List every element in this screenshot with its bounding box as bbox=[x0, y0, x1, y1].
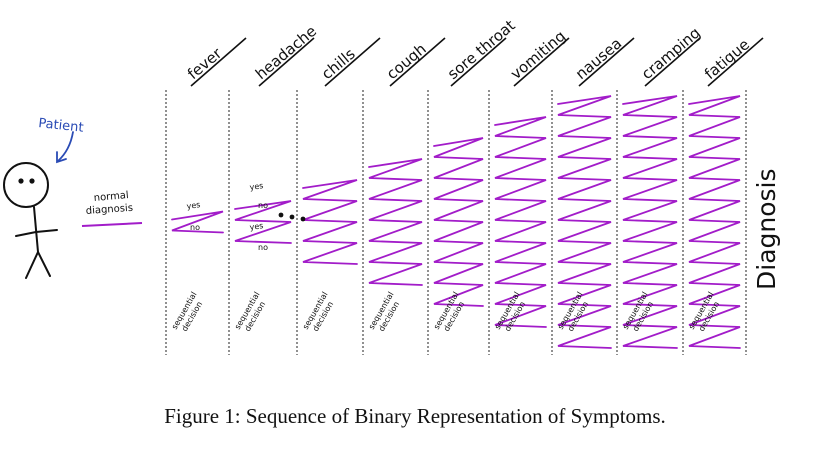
patient-head bbox=[3, 162, 49, 208]
symptom-header-underline bbox=[258, 37, 315, 87]
patient-eye-left bbox=[18, 178, 24, 184]
ellipsis-dots bbox=[278, 212, 306, 222]
symptom-header-underline bbox=[707, 37, 764, 87]
diagnosis-label: Diagnosis bbox=[752, 168, 781, 290]
symptom-header-underline bbox=[450, 37, 507, 87]
branch-zigzag bbox=[302, 179, 358, 265]
patient-body bbox=[33, 206, 39, 253]
symptom-header-underline bbox=[644, 37, 701, 87]
no-label-col1: no bbox=[190, 223, 200, 232]
patient-leg-left bbox=[25, 251, 39, 279]
column-separators bbox=[165, 90, 747, 355]
symptom-header: chills bbox=[318, 45, 359, 83]
symptom-header-underline bbox=[190, 37, 247, 87]
symptom-header: headache bbox=[252, 22, 320, 83]
normal-diagnosis-underline bbox=[81, 222, 143, 227]
symptom-header: sore throat bbox=[444, 16, 519, 83]
symptom-header: nausea bbox=[572, 34, 625, 83]
branch-zigzag bbox=[171, 210, 224, 234]
symptom-header-underline bbox=[513, 37, 570, 87]
yes-label-col2-a: yes bbox=[249, 181, 264, 192]
symptom-header: vomiting bbox=[507, 27, 569, 83]
branch-zigzag bbox=[557, 95, 612, 349]
yes-label-col1: yes bbox=[186, 200, 201, 211]
normal-diagnosis-line2: diagnosis bbox=[85, 203, 133, 217]
branch-zigzag bbox=[433, 137, 484, 307]
patient-arm-left bbox=[15, 231, 37, 237]
branch-zigzag bbox=[688, 95, 741, 349]
symptom-header: fatigue bbox=[701, 35, 753, 83]
patient-arm-right bbox=[35, 229, 58, 233]
patient-arrow-icon bbox=[56, 131, 74, 164]
branch-zigzag bbox=[494, 116, 547, 328]
branch-zigzag bbox=[368, 158, 423, 286]
symptom-header: cramping bbox=[638, 24, 704, 83]
patient-leg-right bbox=[37, 251, 51, 277]
patient-eye-right bbox=[29, 178, 35, 184]
yes-label-col2-b: yes bbox=[249, 221, 264, 232]
normal-diagnosis-line1: normal bbox=[93, 190, 129, 204]
symptom-header-underline bbox=[389, 37, 446, 87]
branch-zigzag bbox=[234, 200, 292, 244]
patient-label: Patient bbox=[38, 116, 85, 136]
symptom-header: fever bbox=[184, 44, 226, 83]
figure-caption: Figure 1: Sequence of Binary Representat… bbox=[164, 404, 666, 428]
symptom-header: cough bbox=[383, 40, 430, 83]
branch-zigzags bbox=[171, 95, 741, 349]
no-label-col2-a: no bbox=[258, 201, 268, 210]
patient-figure bbox=[3, 162, 58, 279]
no-label-col2-b: no bbox=[258, 243, 268, 252]
branch-zigzag bbox=[622, 95, 678, 349]
symptom-header-underline bbox=[324, 37, 381, 87]
symptom-header-underline bbox=[578, 37, 635, 87]
